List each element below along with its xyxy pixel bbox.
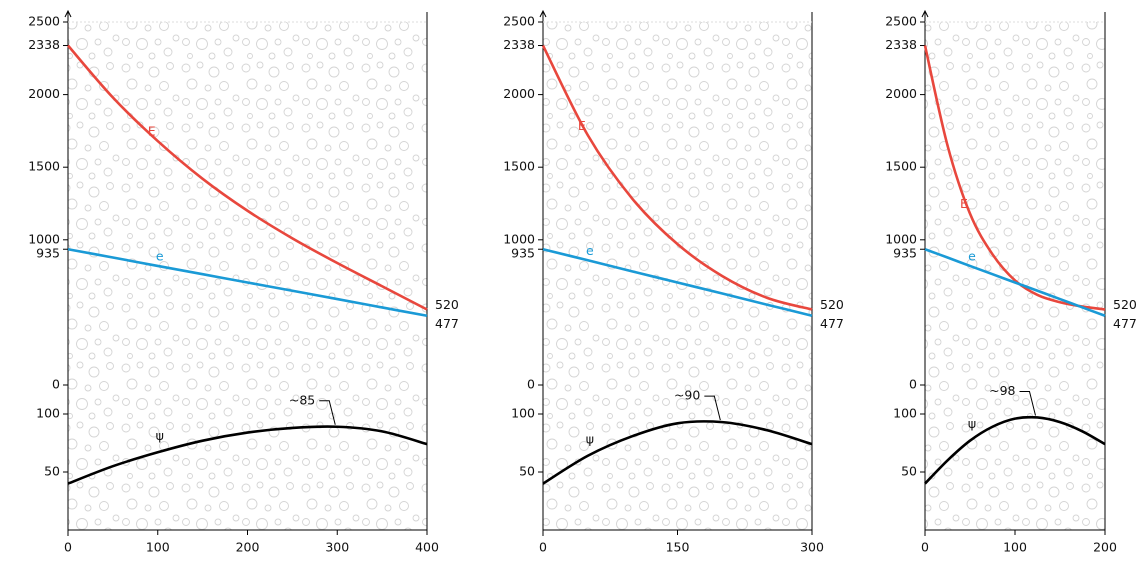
y-tick-label: 1500	[885, 159, 917, 174]
y-tick-label: 0	[909, 377, 917, 392]
series-line	[541, 44, 813, 311]
x-tick-label: 300	[325, 540, 349, 555]
series-line	[67, 247, 428, 318]
series-line	[542, 420, 813, 485]
x-tick-label: 150	[666, 540, 690, 555]
x-tick-label: 200	[236, 540, 260, 555]
series-label: E	[578, 118, 586, 133]
x-tick-label: 0	[539, 540, 547, 555]
y-tick-label: 2000	[885, 86, 917, 101]
y-tick-label: 2000	[503, 86, 535, 101]
y-tick-label: 2500	[503, 14, 535, 29]
series-line	[542, 247, 813, 318]
y-tick-label: 2338	[885, 37, 917, 52]
y-tick-label: 1000	[28, 231, 60, 246]
end-value-label: 477	[435, 316, 459, 331]
y-tick-label: 2000	[28, 86, 60, 101]
series-line	[67, 44, 428, 311]
x-tick-label: 0	[921, 540, 929, 555]
series-label: ψ	[968, 416, 976, 431]
annotation: ~98	[989, 383, 1015, 398]
end-value-label: 520	[435, 297, 459, 312]
series-label: e	[586, 243, 594, 258]
y2-tick-label: 100	[36, 406, 60, 421]
axis-arrow	[921, 9, 929, 18]
series-label: ψ	[586, 431, 594, 446]
y-tick-label: 2338	[503, 37, 535, 52]
annotation-leader	[704, 395, 721, 421]
end-value-label: 477	[820, 316, 844, 331]
y2-tick-label: 50	[44, 464, 60, 479]
x-tick-label: 100	[1003, 540, 1027, 555]
y-tick-label: 1000	[503, 231, 535, 246]
y-tick-label: 2500	[28, 14, 60, 29]
y-tick-label: 935	[893, 245, 917, 260]
series-label: e	[968, 248, 976, 263]
y2-tick-label: 50	[901, 464, 917, 479]
x-tick-label: 0	[64, 540, 72, 555]
plot-background	[543, 22, 812, 530]
series-line	[924, 415, 1106, 485]
series-line	[924, 248, 1106, 317]
y-tick-label: 1000	[885, 231, 917, 246]
y-tick-label: 2338	[28, 37, 60, 52]
y2-tick-label: 100	[893, 406, 917, 421]
plot-background	[925, 22, 1105, 530]
end-value-label: 520	[820, 297, 844, 312]
x-tick-label: 400	[415, 540, 439, 555]
x-tick-label: 100	[146, 540, 170, 555]
y-tick-label: 1500	[28, 159, 60, 174]
x-tick-label: 200	[1093, 540, 1117, 555]
end-value-label: 520	[1113, 297, 1137, 312]
y2-tick-label: 100	[511, 406, 535, 421]
y-tick-label: 0	[52, 377, 60, 392]
annotation-leader	[319, 400, 336, 425]
axis-arrow	[64, 9, 72, 18]
annotation-leader	[1019, 390, 1036, 416]
annotation: ~85	[289, 392, 315, 407]
y-tick-label: 0	[527, 377, 535, 392]
series-label: ψ	[156, 428, 164, 443]
y-tick-label: 935	[511, 245, 535, 260]
plot-background	[68, 22, 427, 530]
y-tick-label: 2500	[885, 14, 917, 29]
axis-arrow	[539, 9, 547, 18]
series-line	[67, 425, 428, 485]
series-label: E	[148, 124, 156, 139]
y2-tick-label: 50	[519, 464, 535, 479]
x-tick-label: 300	[800, 540, 824, 555]
y-tick-label: 935	[36, 245, 60, 260]
end-value-label: 477	[1113, 316, 1137, 331]
series-label: E	[960, 196, 968, 211]
y-tick-label: 1500	[503, 159, 535, 174]
series-label: e	[156, 248, 164, 263]
annotation: ~90	[674, 388, 700, 403]
